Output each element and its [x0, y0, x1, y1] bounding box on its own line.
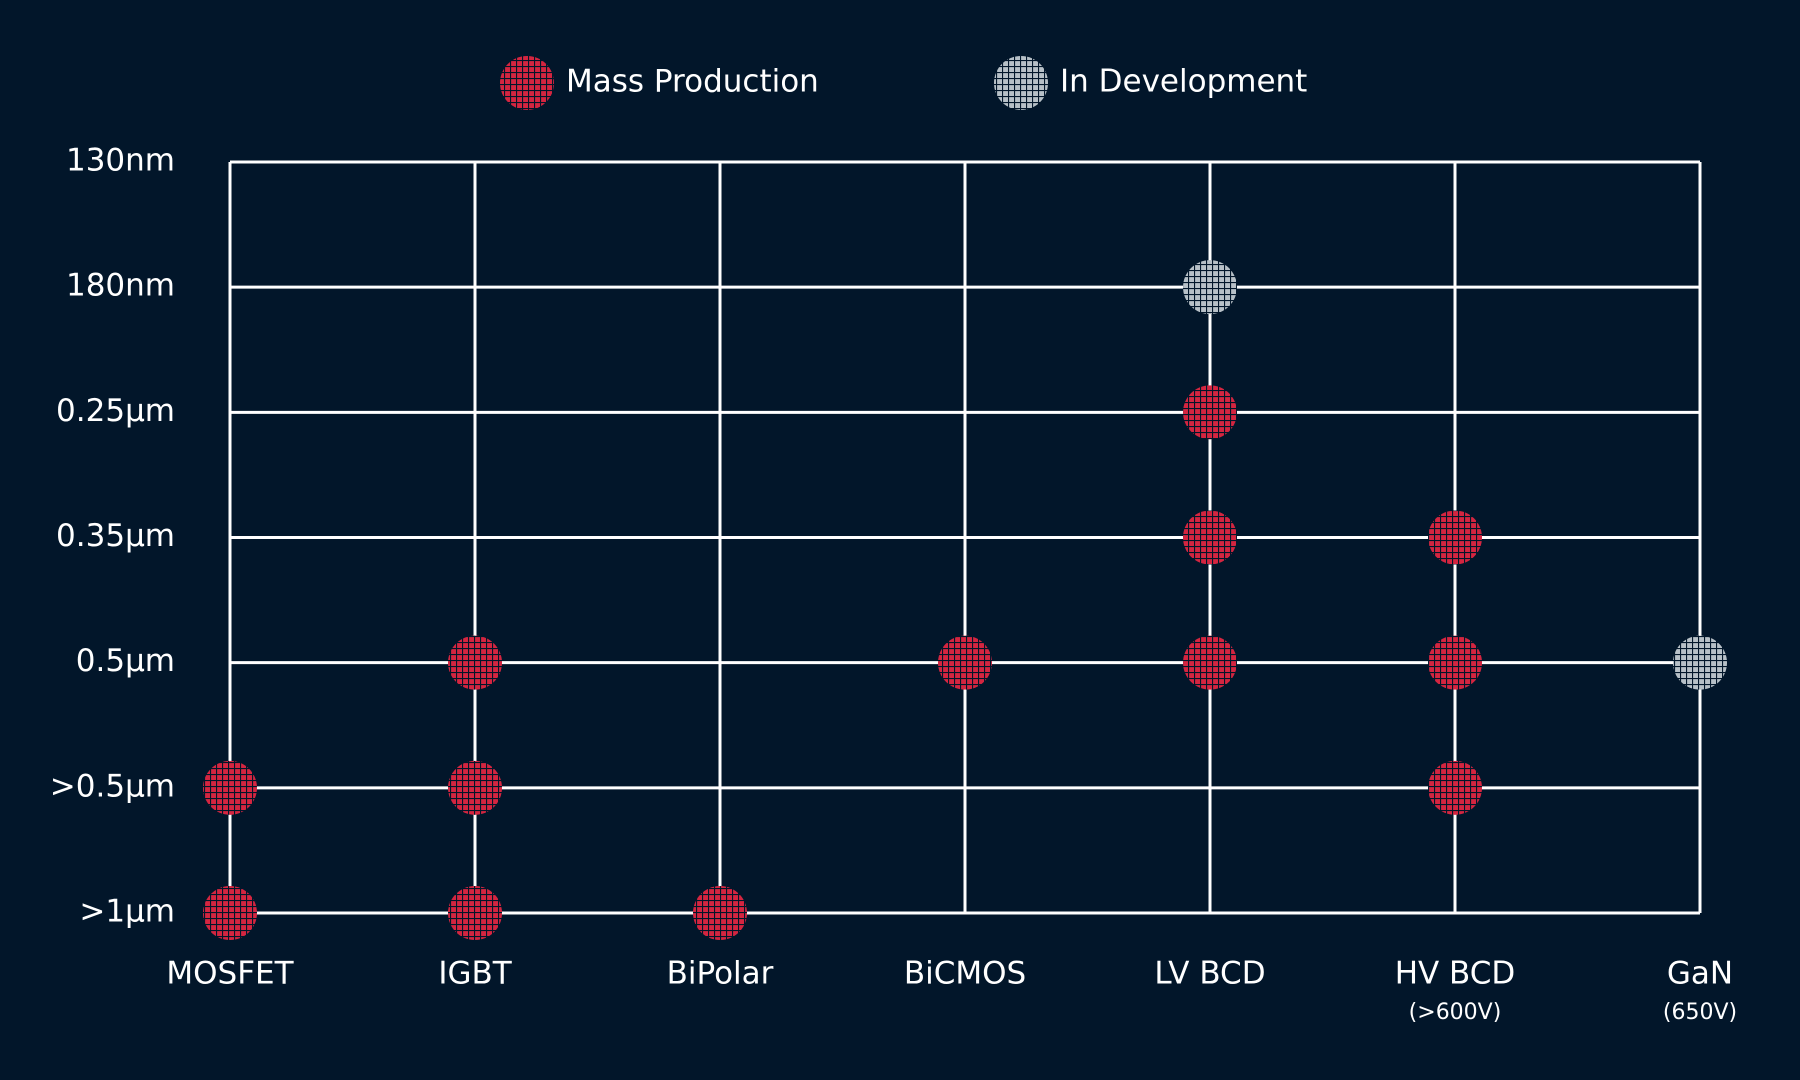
- dot: [203, 760, 257, 815]
- y-tick-label: 0.35μm: [56, 518, 175, 554]
- dot: [693, 886, 747, 940]
- dot: [1183, 635, 1237, 690]
- legend-label: Mass Production: [566, 64, 819, 100]
- y-tick-label: >0.5μm: [50, 768, 175, 804]
- x-tick-label: HV BCD: [1395, 956, 1516, 992]
- x-tick-label: MOSFET: [166, 956, 294, 992]
- x-tick-label: BiCMOS: [904, 956, 1026, 992]
- dot: [1183, 510, 1237, 565]
- dot: [1428, 510, 1482, 565]
- x-tick-label: BiPolar: [667, 956, 774, 992]
- dot: [1428, 635, 1482, 690]
- y-tick-label: >1μm: [79, 894, 175, 930]
- y-tick-label: 0.25μm: [56, 393, 175, 429]
- dot: [448, 635, 502, 690]
- x-tick-label: LV BCD: [1154, 956, 1265, 992]
- y-tick-label: 0.5μm: [76, 643, 175, 679]
- legend-label: In Development: [1060, 64, 1307, 100]
- dot: [1183, 385, 1237, 440]
- dot: [448, 886, 502, 940]
- y-tick-label: 180nm: [66, 268, 175, 304]
- dot: [1428, 760, 1482, 815]
- y-tick-label: 130nm: [66, 143, 175, 179]
- dot: [448, 760, 502, 815]
- legend-marker: [994, 56, 1048, 110]
- x-tick-note: (>600V): [1409, 1000, 1502, 1025]
- dot: [938, 635, 992, 690]
- dot: [1673, 635, 1727, 690]
- dot: [1183, 260, 1237, 315]
- x-tick-label: GaN: [1667, 956, 1733, 992]
- legend-marker: [500, 56, 554, 110]
- x-tick-label: IGBT: [438, 956, 512, 992]
- dot: [203, 886, 257, 940]
- x-tick-note: (650V): [1663, 1000, 1737, 1025]
